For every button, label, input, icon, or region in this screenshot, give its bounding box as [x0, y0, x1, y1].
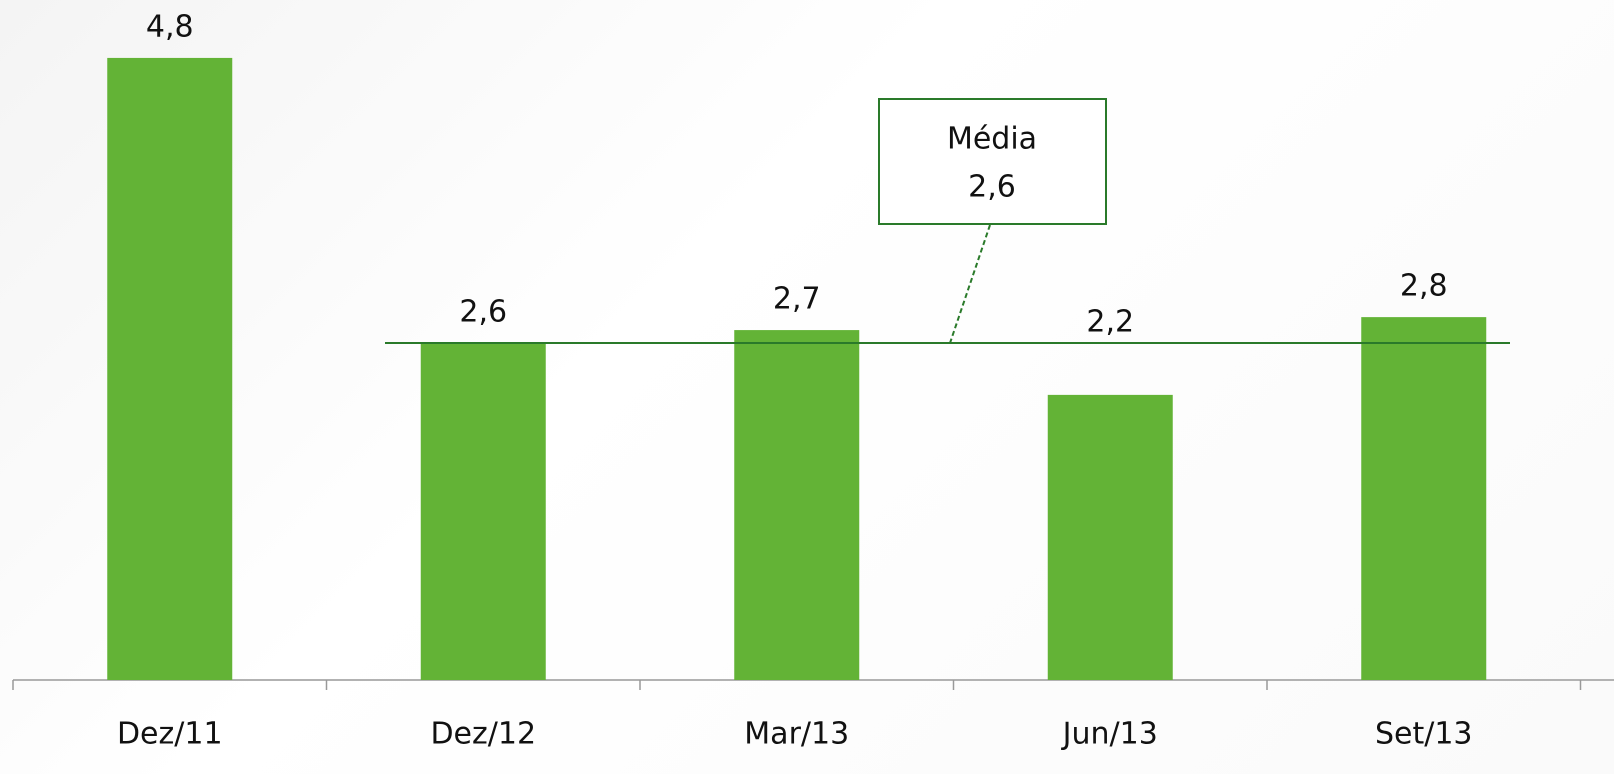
bar	[107, 57, 233, 681]
bar	[420, 343, 546, 680]
annotation-title: Média	[947, 122, 1037, 157]
annotation-leader	[949, 224, 991, 344]
annotation-box	[878, 98, 1107, 225]
x-tick-label: Dez/11	[117, 717, 223, 752]
bar	[1047, 394, 1173, 680]
annotation-value: 2,6	[968, 170, 1016, 205]
value-label: 4,8	[146, 9, 194, 44]
bar	[734, 330, 860, 680]
value-label: 2,7	[773, 282, 821, 317]
bar	[1361, 317, 1487, 680]
value-label: 2,8	[1400, 269, 1448, 304]
x-tick-label: Dez/12	[430, 717, 536, 752]
value-label: 2,2	[1086, 305, 1134, 340]
value-label: 2,6	[459, 295, 507, 330]
x-tick-label: Set/13	[1375, 717, 1473, 752]
x-tick-label: Jun/13	[1061, 717, 1158, 752]
x-tick-label: Mar/13	[744, 717, 849, 752]
